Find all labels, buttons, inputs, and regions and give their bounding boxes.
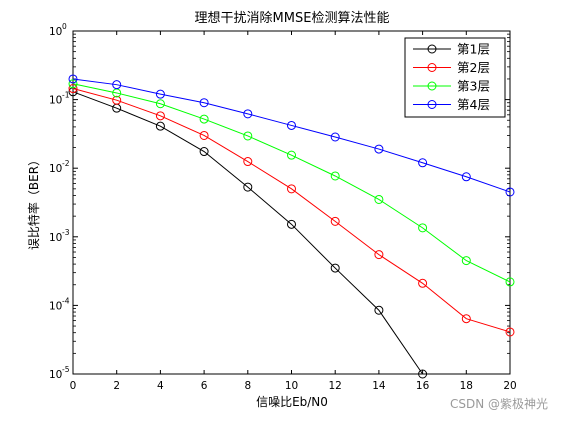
series-2-point-2 (155, 111, 165, 121)
legend-item-2: 第2层 (413, 60, 490, 75)
series-4-point-7 (374, 144, 384, 154)
y-tick-exp-0: 0 (62, 22, 67, 31)
legend-item-4: 第4层 (413, 97, 490, 112)
series-3-point-8 (418, 223, 428, 233)
series-2-point-0 (68, 84, 78, 94)
legend-marker-1 (427, 44, 437, 54)
series-4-point-9 (461, 172, 471, 182)
chart-title: 理想干扰消除MMSE检测算法性能 (195, 10, 390, 26)
series-2-point-10 (505, 327, 515, 337)
series-4-point-4 (243, 109, 253, 119)
y-tick-exp-2: -2 (62, 159, 70, 168)
legend-label-1: 第1层 (457, 42, 490, 57)
series-1-point-5 (287, 219, 296, 229)
series-3-point-2 (155, 99, 165, 109)
x-tick-label-2: 4 (157, 380, 164, 392)
series-4-point-1 (112, 80, 122, 90)
y-tick-base-4: 10 (49, 300, 62, 312)
series-4-point-2 (155, 89, 165, 99)
series-2-point-3 (199, 130, 209, 140)
y-tick-label-0: 10 0 (49, 22, 67, 38)
y-tick-exp-3: -3 (62, 228, 70, 237)
series-4-line (72, 78, 511, 193)
x-tick-label-0: 0 (70, 380, 77, 392)
series-2-point-4 (243, 157, 253, 167)
y-axis-label: 误比特率（BER） (26, 154, 41, 250)
legend-label-2: 第2层 (457, 60, 490, 75)
series-3-point-9 (461, 256, 471, 266)
x-tick-label-3: 6 (201, 380, 208, 392)
watermark-text: CSDN @紫极神光 (450, 397, 548, 411)
series-1-line (72, 91, 424, 375)
series-4-point-5 (287, 120, 296, 130)
y-tick-base-5: 10 (49, 369, 62, 381)
y-tick-label-2: 10 -2 (49, 159, 70, 175)
y-tick-exp-4: -4 (62, 296, 70, 305)
series-4-point-10 (505, 187, 515, 197)
y-tick-base-1: 10 (49, 95, 62, 107)
series-1 (68, 87, 428, 379)
series-1-point-7 (374, 305, 384, 315)
legend-marker-4 (427, 100, 437, 109)
series-1-point-4 (243, 182, 253, 192)
x-tick-label-8: 16 (416, 380, 430, 392)
series-3-line (72, 83, 511, 283)
x-tick-label-9: 18 (460, 380, 473, 392)
y-tick-exp-1: -1 (62, 91, 70, 100)
legend-box (404, 37, 506, 118)
series-2-point-8 (418, 278, 428, 288)
series-1-point-3 (199, 147, 209, 157)
y-tick-label-1: 10 -1 (49, 91, 70, 107)
legend-item-3: 第3层 (413, 79, 490, 94)
y-tick-label-4: 10 -4 (49, 296, 70, 312)
series-3-point-6 (330, 171, 340, 181)
series-2-line (72, 88, 511, 333)
series-3-point-10 (505, 277, 515, 287)
series-4-point-0 (68, 74, 78, 84)
series-2-point-7 (374, 250, 384, 260)
series-4 (68, 74, 515, 197)
series-2-point-1 (112, 95, 122, 105)
series-1-point-2 (155, 121, 165, 131)
series-1-point-6 (330, 263, 340, 273)
series-2-point-5 (287, 184, 296, 194)
y-tick-base-0: 10 (49, 26, 62, 38)
legend-item-1: 第1层 (413, 42, 490, 57)
y-tick-label-5: 10 -5 (49, 365, 70, 381)
y-tick-label-3: 10 -3 (49, 228, 70, 244)
legend-marker-3 (427, 81, 437, 91)
series-2-point-9 (461, 314, 471, 324)
legend-marker-2 (427, 63, 437, 72)
series-3-point-0 (68, 79, 78, 89)
legend-label-3: 第3层 (457, 79, 490, 94)
series-1-point-8 (418, 369, 428, 379)
series-4-point-8 (418, 158, 428, 168)
x-tick-label-6: 12 (329, 380, 342, 392)
series-3-point-7 (374, 194, 384, 204)
series-layer (68, 74, 515, 379)
legend-label-4: 第4层 (457, 97, 490, 112)
series-3-point-5 (287, 150, 296, 160)
x-tick-label-7: 14 (372, 380, 386, 392)
x-tick-label-5: 10 (285, 380, 298, 392)
y-tick-base-2: 10 (49, 163, 62, 175)
series-3-point-4 (243, 131, 253, 141)
series-2 (68, 84, 515, 337)
series-2-point-6 (330, 216, 340, 226)
series-3-point-3 (199, 114, 209, 124)
x-tick-label-10: 20 (503, 380, 516, 392)
x-axis: 0 2 4 6 8 10 12 14 16 18 20 (70, 31, 517, 392)
x-axis-label: 信噪比Eb/N0 (256, 395, 328, 409)
y-tick-base-3: 10 (49, 232, 62, 244)
series-4-point-6 (330, 132, 340, 142)
series-4-point-3 (199, 98, 209, 108)
y-tick-exp-5: -5 (62, 365, 70, 374)
x-tick-label-1: 2 (113, 380, 120, 392)
x-tick-label-4: 8 (244, 380, 251, 392)
series-3 (68, 79, 515, 287)
